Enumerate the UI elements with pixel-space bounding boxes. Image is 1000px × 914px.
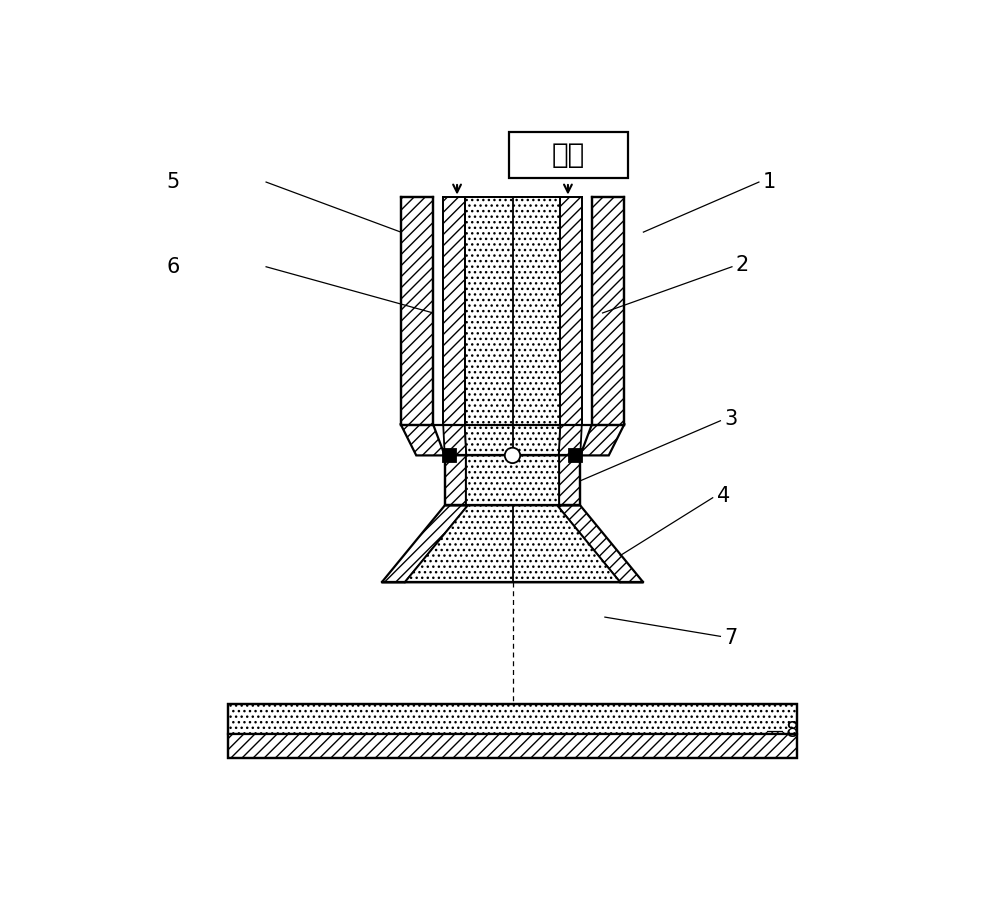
Bar xyxy=(228,704,797,758)
Text: 4: 4 xyxy=(717,486,730,506)
Bar xyxy=(560,197,582,425)
Text: 8: 8 xyxy=(786,721,799,741)
Polygon shape xyxy=(401,425,445,455)
Polygon shape xyxy=(580,425,609,455)
Text: 1: 1 xyxy=(763,172,776,192)
Bar xyxy=(401,197,433,425)
Text: 6: 6 xyxy=(166,257,179,277)
Polygon shape xyxy=(580,425,624,455)
Bar xyxy=(466,455,559,505)
Text: 2: 2 xyxy=(736,255,749,275)
Bar xyxy=(433,197,443,425)
Bar xyxy=(443,197,465,425)
Polygon shape xyxy=(557,505,643,582)
Bar xyxy=(228,734,797,758)
Polygon shape xyxy=(443,425,466,455)
Text: 氩气: 氩气 xyxy=(552,141,585,169)
Bar xyxy=(228,704,797,734)
Text: 7: 7 xyxy=(724,628,738,648)
Polygon shape xyxy=(416,425,445,455)
Text: 3: 3 xyxy=(724,409,738,430)
Bar xyxy=(465,197,560,425)
Bar xyxy=(592,197,624,425)
Bar xyxy=(582,197,592,425)
Bar xyxy=(445,455,466,505)
Bar xyxy=(559,455,580,505)
Polygon shape xyxy=(405,505,620,582)
Text: 5: 5 xyxy=(166,172,179,192)
Circle shape xyxy=(505,448,520,463)
Bar xyxy=(443,449,456,462)
Polygon shape xyxy=(382,505,468,582)
Bar xyxy=(509,132,628,178)
Bar xyxy=(569,449,582,462)
Polygon shape xyxy=(559,425,582,455)
Bar xyxy=(445,455,580,505)
Polygon shape xyxy=(465,425,560,455)
